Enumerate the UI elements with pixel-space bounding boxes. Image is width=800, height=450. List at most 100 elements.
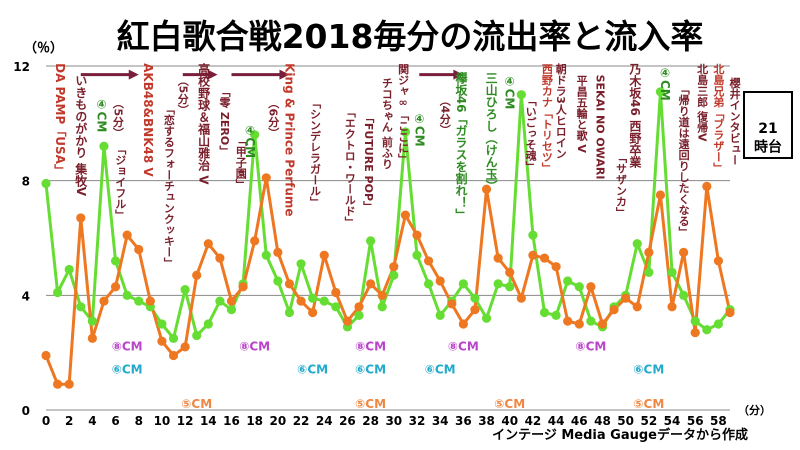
data-point-orange (644, 247, 654, 257)
data-point-green (296, 259, 306, 269)
data-point-orange (528, 250, 538, 260)
segment-arrows (80, 69, 464, 80)
cm-label: ⑥CM (112, 363, 143, 377)
x-tick-label: 22 (293, 414, 310, 428)
program-label: （5分） (111, 98, 125, 139)
x-axis-label: （分） (738, 403, 771, 417)
data-point-orange (667, 302, 677, 312)
x-tick-label: 36 (455, 414, 472, 428)
x-tick-label: 34 (432, 414, 449, 428)
x-tick-label: 26 (339, 414, 356, 428)
data-point-orange (586, 282, 596, 292)
program-label: SEKAI NO OWARI (594, 75, 607, 180)
program-label: 北島兄弟「ブラザー」 (712, 62, 726, 173)
program-label: 「エクトロ・ワールド」 (343, 106, 356, 227)
x-tick-label: 50 (617, 414, 634, 428)
program-label: 関ジャ∞「ここに」 (397, 63, 410, 164)
x-tick-label: 42 (525, 414, 542, 428)
x-tick-label: 16 (223, 414, 240, 428)
data-point-orange (203, 239, 213, 249)
data-point-orange (261, 173, 271, 183)
cm-label: ⑤CM (355, 397, 386, 411)
y-axis-label: （％） (24, 40, 63, 56)
x-tick-label: 6 (111, 414, 119, 428)
data-point-orange (168, 350, 179, 361)
data-point-orange (366, 279, 376, 289)
data-point-green (250, 130, 260, 140)
y-tick-label: 8 (22, 175, 30, 189)
y-tick-label: 0 (22, 404, 30, 418)
program-label: 「FUTURE POP」 (362, 112, 375, 212)
x-tick-label: 10 (154, 414, 171, 428)
x-tick-label: 52 (640, 414, 657, 428)
data-point-green (702, 325, 712, 335)
program-label: 「零 ZERO」 (218, 86, 232, 156)
data-point-orange (122, 230, 132, 240)
data-point-orange (99, 296, 109, 306)
data-point-green (261, 250, 271, 260)
data-point-green (203, 319, 213, 329)
cm-label: ⑥CM (633, 363, 664, 377)
data-point-orange (250, 236, 260, 246)
data-point-orange (354, 302, 364, 312)
data-point-orange (192, 270, 202, 280)
y-tick-label: 4 (22, 289, 30, 303)
x-tick-label: 40 (501, 414, 518, 428)
data-point-orange (725, 307, 735, 318)
program-label: 「帰り道は遠回りしたくなる」 (677, 83, 690, 237)
program-label: 櫻井インタビュー (728, 76, 742, 165)
data-point-green (331, 302, 341, 312)
data-point-orange (389, 262, 399, 272)
cm-label: ⑧CM (575, 340, 606, 354)
data-point-orange (180, 342, 190, 352)
chart-title: 紅白歌合戦2018毎分の流出率と流入率 (117, 17, 704, 56)
data-point-orange (308, 307, 318, 318)
data-point-green (493, 279, 503, 289)
data-point-green (110, 256, 121, 266)
data-point-orange (516, 293, 526, 303)
data-point-green (470, 293, 480, 303)
program-label: 「シンデレラガール」 (308, 98, 321, 208)
x-tick-label: 18 (246, 414, 263, 428)
program-label: ④CM (412, 112, 426, 147)
data-point-green (412, 250, 422, 260)
program-label: 「甲子園」 (234, 135, 247, 190)
data-point-green (400, 127, 410, 137)
x-tick-label: 2 (65, 414, 73, 428)
x-tick-label: 30 (385, 414, 402, 428)
program-label: 朝ドラ3人ヒロイン (554, 62, 567, 159)
data-point-orange (296, 296, 306, 306)
data-point-orange (145, 296, 155, 306)
data-point-green (215, 296, 225, 306)
program-label: King & Prince Perfume (282, 63, 296, 216)
data-point-green (481, 313, 492, 323)
data-point-orange (41, 350, 51, 361)
data-point-orange (597, 319, 608, 329)
data-point-green (644, 267, 654, 277)
data-point-orange (447, 299, 457, 309)
x-tick-label: 14 (200, 414, 217, 428)
data-point-green (667, 267, 677, 277)
data-point-green (574, 282, 584, 292)
data-point-green (87, 316, 97, 326)
program-label: 「恋するフォーチュンクッキー」 (162, 103, 175, 268)
hour-label: 21 時台 (754, 121, 782, 155)
data-point-orange (64, 379, 74, 389)
data-point-orange (458, 319, 468, 329)
data-point-orange (284, 279, 295, 289)
cm-label: ⑥CM (355, 363, 386, 377)
data-point-orange (690, 328, 700, 338)
source-note: インテージ Media Gaugeデータから作成 (492, 427, 748, 443)
cm-label: ⑧CM (112, 340, 143, 354)
data-point-orange (238, 282, 248, 292)
program-annotations: DA PAMP「USA」 いきものがかり 集牧V ④CM （5分）「ジョイフル」AKB… (53, 62, 742, 269)
series-lines (41, 87, 735, 389)
hour-label-box: 21 時台 (743, 91, 793, 159)
data-point-green (516, 90, 526, 100)
hour-label-frame (743, 91, 793, 159)
program-label: AKB48&BNK48 V (141, 63, 155, 177)
data-point-orange (713, 256, 724, 266)
cm-labels: ⑧CM ⑥CM ⑤CM ⑧CM ⑥CM ⑧CM ⑥CM ⑤CM ⑥CM ⑧CM ⑤CM ⑧CM ⑥CM ⑤… (112, 340, 665, 411)
